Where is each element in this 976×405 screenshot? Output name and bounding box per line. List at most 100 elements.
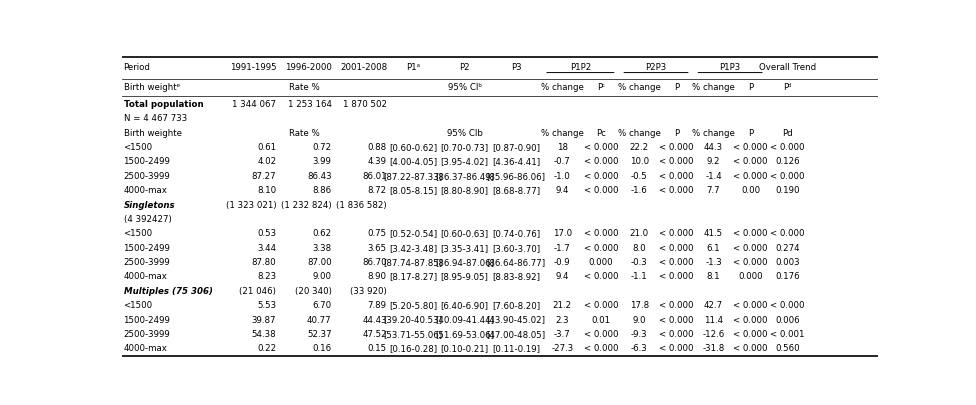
Text: < 0.000: < 0.000 (733, 258, 768, 266)
Text: < 0.001: < 0.001 (770, 329, 804, 338)
Text: [0.60-0.62]: [0.60-0.62] (389, 143, 437, 151)
Text: 44.3: 44.3 (704, 143, 723, 151)
Text: 0.000: 0.000 (589, 258, 613, 266)
Text: -6.3: -6.3 (631, 343, 648, 352)
Text: 11.4: 11.4 (704, 315, 723, 324)
Text: < 0.000: < 0.000 (659, 343, 694, 352)
Text: % change: % change (692, 83, 735, 92)
Text: [8.05-8.15]: [8.05-8.15] (389, 185, 437, 195)
Text: -1.3: -1.3 (705, 258, 722, 266)
Text: P2P3: P2P3 (645, 63, 667, 72)
Text: 17.0: 17.0 (552, 229, 572, 238)
Text: < 0.000: < 0.000 (584, 329, 618, 338)
Text: < 0.000: < 0.000 (733, 243, 768, 252)
Text: 8.0: 8.0 (632, 243, 646, 252)
Text: [5.20-5.80]: [5.20-5.80] (389, 301, 437, 309)
Text: 1 253 164: 1 253 164 (288, 100, 332, 109)
Text: (21 046): (21 046) (239, 286, 276, 295)
Text: 0.61: 0.61 (258, 143, 276, 151)
Text: Pc: Pc (596, 128, 606, 137)
Text: 2001-2008: 2001-2008 (341, 63, 387, 72)
Text: < 0.000: < 0.000 (659, 185, 694, 195)
Text: -27.3: -27.3 (551, 343, 573, 352)
Text: 0.22: 0.22 (258, 343, 276, 352)
Text: 17.8: 17.8 (630, 301, 649, 309)
Text: < 0.000: < 0.000 (770, 143, 804, 151)
Text: < 0.000: < 0.000 (659, 329, 694, 338)
Text: < 0.000: < 0.000 (770, 301, 804, 309)
Text: 39.87: 39.87 (252, 315, 276, 324)
Text: 3.65: 3.65 (368, 243, 386, 252)
Text: [0.74-0.76]: [0.74-0.76] (492, 229, 540, 238)
Text: 8.86: 8.86 (312, 185, 332, 195)
Text: < 0.000: < 0.000 (733, 329, 768, 338)
Text: -0.9: -0.9 (554, 258, 571, 266)
Text: Singletons: Singletons (124, 200, 175, 209)
Text: [86.37-86.49]: [86.37-86.49] (435, 171, 494, 180)
Text: [3.60-3.70]: [3.60-3.70] (492, 243, 540, 252)
Text: -0.7: -0.7 (553, 157, 571, 166)
Text: [3.35-3.41]: [3.35-3.41] (440, 243, 489, 252)
Text: Pd: Pd (782, 128, 793, 137)
Text: (20 340): (20 340) (295, 286, 332, 295)
Text: [8.80-8.90]: [8.80-8.90] (440, 185, 489, 195)
Text: 86.43: 86.43 (306, 171, 332, 180)
Text: [8.17-8.27]: [8.17-8.27] (389, 272, 437, 281)
Text: < 0.000: < 0.000 (733, 229, 768, 238)
Text: [47.00-48.05]: [47.00-48.05] (486, 329, 546, 338)
Text: 8.23: 8.23 (258, 272, 276, 281)
Text: P1P3: P1P3 (719, 63, 741, 72)
Text: -1.4: -1.4 (705, 171, 722, 180)
Text: 21.0: 21.0 (630, 229, 649, 238)
Text: < 0.000: < 0.000 (733, 157, 768, 166)
Text: 86.70: 86.70 (362, 258, 386, 266)
Text: % change: % change (692, 128, 735, 137)
Text: 86.01: 86.01 (362, 171, 386, 180)
Text: 44.43: 44.43 (362, 315, 386, 324)
Text: [86.64-86.77]: [86.64-86.77] (486, 258, 546, 266)
Text: [8.95-9.05]: [8.95-9.05] (441, 272, 489, 281)
Text: 9.2: 9.2 (707, 157, 720, 166)
Text: -1.7: -1.7 (553, 243, 571, 252)
Text: -0.3: -0.3 (631, 258, 648, 266)
Text: P1P2: P1P2 (570, 63, 591, 72)
Text: [85.96-86.06]: [85.96-86.06] (487, 171, 546, 180)
Text: 3.44: 3.44 (258, 243, 276, 252)
Text: 0.75: 0.75 (368, 229, 386, 238)
Text: [0.87-0.90]: [0.87-0.90] (492, 143, 540, 151)
Text: 8.10: 8.10 (258, 185, 276, 195)
Text: 41.5: 41.5 (704, 229, 723, 238)
Text: 2.3: 2.3 (555, 315, 569, 324)
Text: [6.40-6.90]: [6.40-6.90] (440, 301, 489, 309)
Text: Pᵈ: Pᵈ (783, 83, 792, 92)
Text: 0.006: 0.006 (775, 315, 799, 324)
Text: [0.11-0.19]: [0.11-0.19] (492, 343, 540, 352)
Text: [87.22-87.33]: [87.22-87.33] (384, 171, 443, 180)
Text: 54.38: 54.38 (252, 329, 276, 338)
Text: < 0.000: < 0.000 (584, 272, 618, 281)
Text: (33 920): (33 920) (350, 286, 386, 295)
Text: [86.94-87.06]: [86.94-87.06] (435, 258, 494, 266)
Text: 1 870 502: 1 870 502 (343, 100, 386, 109)
Text: 0.274: 0.274 (775, 243, 799, 252)
Text: Birth weighte: Birth weighte (124, 128, 182, 137)
Text: < 0.000: < 0.000 (770, 171, 804, 180)
Text: N = 4 467 733: N = 4 467 733 (124, 114, 186, 123)
Text: Multiples (75 306): Multiples (75 306) (124, 286, 213, 295)
Text: 4.02: 4.02 (258, 157, 276, 166)
Text: [0.16-0.28]: [0.16-0.28] (389, 343, 437, 352)
Text: < 0.000: < 0.000 (584, 243, 618, 252)
Text: [87.74-87.85]: [87.74-87.85] (384, 258, 443, 266)
Text: < 0.000: < 0.000 (584, 229, 618, 238)
Text: 7.7: 7.7 (707, 185, 720, 195)
Text: [39.20-40.53]: [39.20-40.53] (384, 315, 443, 324)
Text: < 0.000: < 0.000 (659, 301, 694, 309)
Text: 9.4: 9.4 (555, 272, 569, 281)
Text: [40.09-41.44]: [40.09-41.44] (435, 315, 494, 324)
Text: P: P (748, 83, 753, 92)
Text: < 0.000: < 0.000 (584, 343, 618, 352)
Text: [8.83-8.92]: [8.83-8.92] (492, 272, 540, 281)
Text: 95% CIb: 95% CIb (447, 128, 482, 137)
Text: 21.2: 21.2 (552, 301, 572, 309)
Text: 42.7: 42.7 (704, 301, 723, 309)
